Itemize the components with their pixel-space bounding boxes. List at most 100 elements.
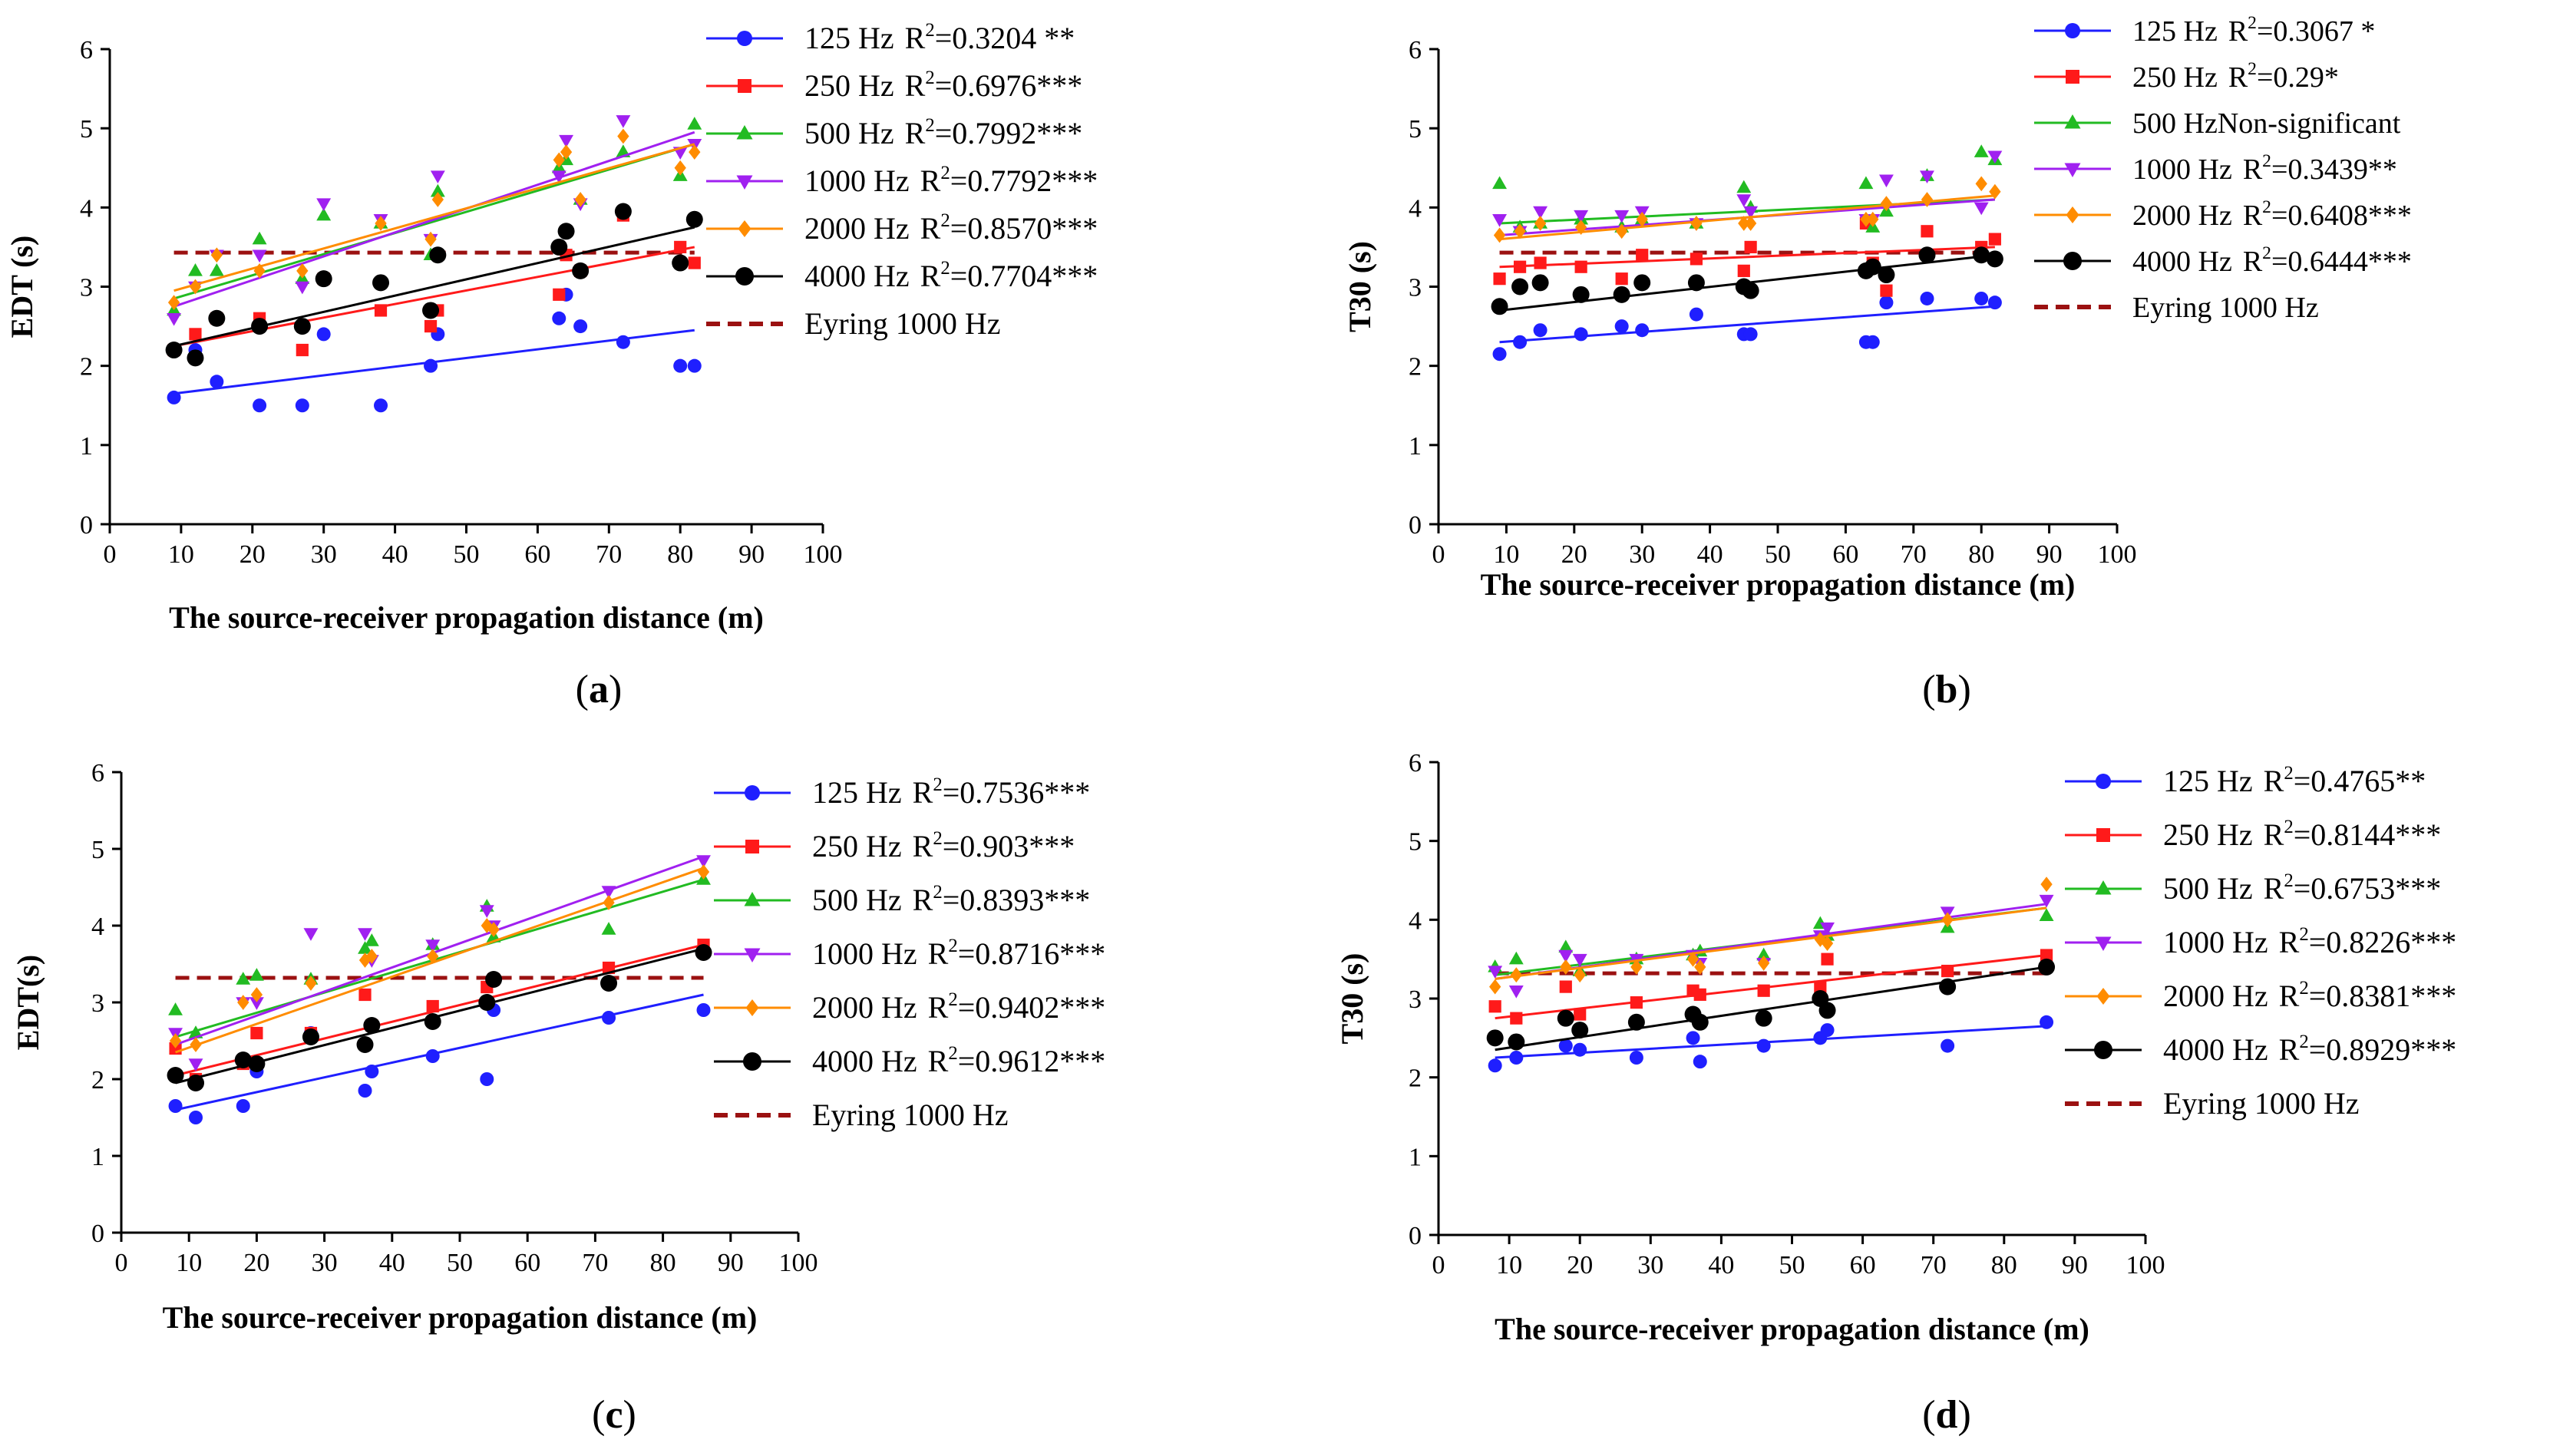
data-point <box>252 249 267 263</box>
data-point <box>1988 233 2001 246</box>
x-tick-label: 0 <box>104 540 117 569</box>
data-point <box>1508 985 1524 999</box>
data-point <box>687 117 702 130</box>
data-point <box>189 1111 203 1124</box>
data-point <box>189 328 202 341</box>
data-point <box>1574 1008 1587 1021</box>
legend-item: 125 Hz R2=0.3067 * <box>2034 13 2375 48</box>
legend-superscript: 2 <box>925 68 934 88</box>
panel-caption: (c) <box>592 1393 636 1437</box>
data-point <box>2040 877 2053 893</box>
x-tick-label: 90 <box>738 540 765 569</box>
series-250-hz <box>1488 949 2053 1025</box>
data-point <box>1689 307 1703 322</box>
data-point <box>1613 286 1630 303</box>
x-tick-label: 0 <box>1432 540 1445 569</box>
legend-item: 250 Hz R2=0.903*** <box>714 828 1075 863</box>
data-point <box>1744 240 1757 254</box>
legend-item: 2000 Hz R2=0.6408*** <box>2034 197 2412 232</box>
chart-panel-d: 0 10 20 30 40 50 60 70 80 90 100 0 1 2 3 4 5 6 The source-… <box>1335 749 2456 1437</box>
legend-marker <box>745 785 760 801</box>
legend-equals: = <box>935 68 953 103</box>
legend-superscript: 2 <box>925 20 934 41</box>
x-tick-label: 40 <box>382 540 408 569</box>
data-point <box>1492 214 1508 227</box>
fit-line <box>175 993 704 1111</box>
legend-marker <box>2095 936 2112 951</box>
data-point <box>603 895 615 910</box>
x-tick-label: 50 <box>447 1249 473 1277</box>
legend-item: 1000 Hz R2=0.8226*** <box>2065 924 2456 959</box>
data-point <box>685 210 703 228</box>
x-tick-label: 50 <box>1779 1251 1805 1279</box>
chart-panel-b: 0 10 20 30 40 50 60 70 80 90 100 0 1 2 3 4 5 6 The source-… <box>1343 13 2412 711</box>
legend-marker <box>2096 988 2110 1005</box>
y-tick-label: 4 <box>1409 194 1422 223</box>
legend-label: 500 HzNon-significant <box>2132 107 2401 140</box>
fit-line <box>173 130 695 308</box>
legend-label: 2000 Hz R2=0.6408*** <box>2132 197 2412 232</box>
legend-r-letter: R <box>913 829 933 863</box>
series-2000-hz <box>1489 877 2053 995</box>
data-point <box>372 274 390 292</box>
data-point <box>1614 210 1630 223</box>
data-point <box>1864 258 1881 276</box>
data-point <box>190 1037 202 1052</box>
legend-marker <box>2065 23 2080 38</box>
legend-r2-value: 0.3204 ** <box>952 21 1075 55</box>
x-tick-label: 30 <box>1637 1251 1663 1279</box>
y-tick-label: 1 <box>1409 432 1422 461</box>
x-tick-label: 40 <box>1708 1251 1734 1279</box>
caption-letter: a <box>589 668 609 711</box>
legend-r-letter: R <box>905 68 926 103</box>
y-tick-label: 4 <box>91 913 104 941</box>
data-point <box>1488 1000 1501 1013</box>
fit-line <box>1499 194 1996 241</box>
legend-superscript: 2 <box>933 774 942 795</box>
data-point <box>696 855 711 868</box>
data-point <box>1756 947 1772 961</box>
caption-paren-open: ( <box>1922 1393 1935 1437</box>
data-point <box>365 949 378 964</box>
legend-item: 500 Hz R2=0.7992*** <box>706 115 1082 150</box>
legend-r2-value: Non-significant <box>2218 107 2401 140</box>
legend-superscript: 2 <box>933 828 942 849</box>
legend-marker <box>745 840 759 853</box>
legend-frequency: 4000 Hz <box>804 259 910 293</box>
y-tick-label: 1 <box>80 432 93 461</box>
data-point <box>1686 951 1699 967</box>
legend-superscript: 2 <box>2284 817 2293 837</box>
fit-line <box>175 855 705 1046</box>
data-point <box>1533 206 1548 220</box>
data-point <box>1974 291 1989 305</box>
x-tick-label: 20 <box>1567 1251 1593 1279</box>
y-tick-label: 6 <box>1409 36 1422 64</box>
data-point <box>1687 274 1705 292</box>
data-point <box>1636 211 1648 227</box>
legend-item: 1000 Hz R2=0.3439** <box>2034 151 2397 186</box>
data-point <box>600 975 618 992</box>
data-point <box>1975 176 1987 192</box>
legend-frequency: 4000 Hz <box>812 1044 917 1078</box>
x-tick-label: 100 <box>2126 1251 2165 1279</box>
data-point <box>363 1017 381 1034</box>
data-point <box>559 134 574 148</box>
data-point <box>1860 211 1872 227</box>
x-tick-label: 80 <box>650 1249 676 1277</box>
legend-equals: = <box>935 116 953 150</box>
legend-superscript: 2 <box>948 936 957 956</box>
data-point <box>188 262 203 276</box>
legend-marker <box>736 175 753 190</box>
data-point <box>1918 246 1936 264</box>
legend-superscript: 2 <box>948 989 957 1010</box>
legend-frequency: 125 Hz <box>804 21 894 55</box>
data-point <box>1820 1023 1835 1038</box>
legend-label: 250 Hz R2=0.6976*** <box>804 68 1082 103</box>
x-tick-label: 10 <box>1493 540 1519 569</box>
legend-r-letter: R <box>928 990 949 1025</box>
data-point <box>1531 274 1549 292</box>
fit-line <box>175 867 705 1054</box>
series-4000-hz <box>165 203 703 367</box>
data-point <box>674 160 686 176</box>
data-point <box>234 1052 252 1068</box>
